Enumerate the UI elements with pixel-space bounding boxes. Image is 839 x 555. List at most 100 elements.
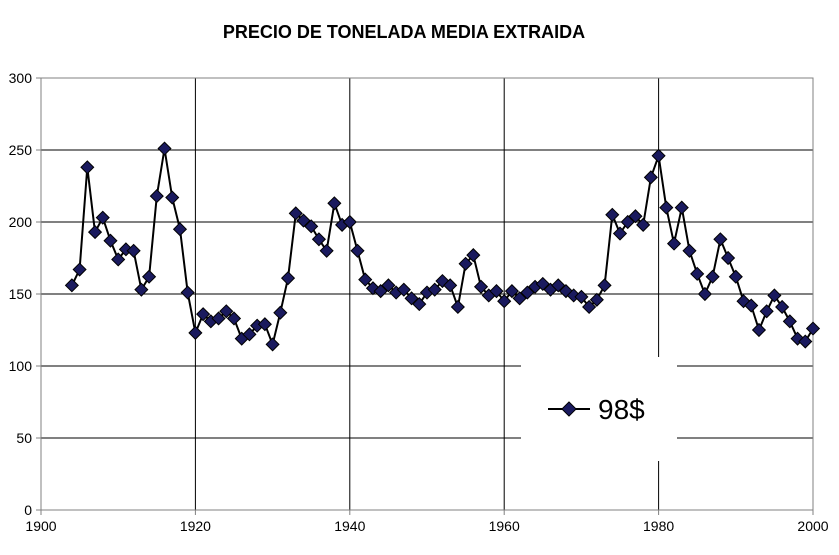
plot-frame bbox=[40, 77, 814, 511]
data-point-marker bbox=[304, 219, 319, 234]
data-point-marker bbox=[759, 304, 774, 319]
legend-label: 98$ bbox=[598, 394, 645, 425]
legend-marker bbox=[561, 401, 577, 417]
data-point-marker bbox=[72, 262, 87, 277]
data-point-marker bbox=[180, 285, 195, 300]
data-point-marker bbox=[157, 141, 172, 156]
data-point-marker bbox=[651, 148, 666, 163]
data-point-marker bbox=[666, 236, 682, 251]
data-point-marker bbox=[713, 232, 728, 247]
data-point-marker bbox=[705, 269, 720, 284]
data-point-marker bbox=[172, 222, 188, 237]
data-point-marker bbox=[134, 282, 149, 297]
data-point-marker bbox=[751, 322, 767, 338]
data-point-marker bbox=[497, 294, 512, 309]
data-point-marker bbox=[211, 311, 226, 326]
x-tick-label: 1940 bbox=[334, 518, 365, 534]
data-point-marker bbox=[458, 256, 473, 271]
data-point-marker bbox=[443, 278, 458, 293]
y-tick-label: 100 bbox=[9, 358, 33, 374]
data-point-marker bbox=[280, 271, 296, 286]
data-point-marker bbox=[450, 299, 465, 315]
data-point-marker bbox=[311, 232, 326, 247]
data-point-marker bbox=[196, 307, 211, 322]
data-point-marker bbox=[226, 311, 242, 326]
data-point-marker bbox=[582, 299, 597, 315]
data-point-marker bbox=[149, 189, 164, 204]
x-tick-label: 1980 bbox=[643, 518, 674, 534]
data-point-marker bbox=[728, 269, 743, 284]
data-point-marker bbox=[404, 291, 419, 306]
data-point-marker bbox=[589, 292, 604, 307]
data-point-marker bbox=[242, 327, 257, 342]
data-point-marker bbox=[64, 278, 79, 293]
data-point-marker bbox=[273, 305, 288, 320]
series-line bbox=[70, 147, 814, 346]
data-point-marker bbox=[466, 248, 481, 263]
data-point-marker bbox=[659, 200, 674, 215]
data-point-marker bbox=[643, 170, 658, 185]
y-tick-label: 300 bbox=[9, 70, 33, 86]
data-point-marker bbox=[697, 286, 712, 302]
data-point-marker bbox=[319, 243, 334, 258]
tick-labels: 0 50 100 150 200 250 300 1900 1920 1940 1960 1980 20… bbox=[9, 70, 829, 534]
data-point-marker bbox=[188, 325, 203, 340]
data-point-marker bbox=[767, 288, 782, 303]
x-tick-label: 1960 bbox=[489, 518, 520, 534]
data-point-marker bbox=[520, 285, 535, 300]
data-point-marker bbox=[342, 214, 357, 230]
data-point-marker bbox=[95, 210, 110, 225]
y-tick-label: 150 bbox=[9, 286, 33, 302]
data-point-marker bbox=[111, 252, 126, 267]
data-point-marker bbox=[427, 282, 442, 297]
data-point-marker bbox=[80, 160, 95, 175]
data-point-marker bbox=[412, 297, 427, 312]
data-point-marker bbox=[636, 217, 651, 232]
x-tick-label: 1920 bbox=[180, 518, 211, 534]
data-point-marker bbox=[574, 289, 589, 304]
data-point-marker bbox=[265, 337, 280, 352]
data-point-marker bbox=[87, 225, 103, 240]
data-point-marker bbox=[605, 207, 620, 222]
x-tick-label: 1900 bbox=[25, 518, 56, 534]
data-point-marker bbox=[721, 250, 736, 266]
data-point-marker bbox=[296, 213, 311, 228]
data-point-marker bbox=[504, 284, 519, 299]
data-point-marker bbox=[597, 278, 612, 293]
data-point-marker bbox=[396, 282, 411, 297]
data-point-marker bbox=[103, 233, 118, 248]
data-point-marker bbox=[512, 291, 527, 306]
data-point-marker bbox=[674, 200, 689, 215]
data-point-marker bbox=[744, 298, 759, 313]
data-point-marker bbox=[798, 334, 813, 349]
chart-title: PRECIO DE TONELADA MEDIA EXTRAIDA bbox=[223, 22, 585, 42]
legend-box bbox=[521, 357, 677, 461]
data-point-marker bbox=[620, 214, 635, 230]
data-point-marker bbox=[257, 317, 272, 332]
y-tick-label: 200 bbox=[9, 214, 33, 230]
data-point-marker bbox=[489, 284, 504, 299]
data-point-marker bbox=[782, 314, 797, 329]
legend: 98$ bbox=[521, 357, 677, 461]
y-tick-label: 250 bbox=[9, 142, 33, 158]
data-point-marker bbox=[690, 266, 705, 281]
data-point-marker bbox=[165, 190, 180, 205]
data-point-marker bbox=[551, 278, 566, 293]
y-tick-label: 0 bbox=[24, 502, 32, 518]
data-point-marker bbox=[682, 243, 697, 258]
data-point-marker bbox=[358, 272, 373, 287]
data-point-marker bbox=[628, 209, 643, 224]
data-point-marker bbox=[775, 299, 790, 315]
y-tick-label: 50 bbox=[16, 430, 32, 446]
data-point-marker bbox=[805, 321, 821, 336]
data-point-marker bbox=[350, 243, 365, 258]
data-point-marker bbox=[142, 269, 157, 284]
series-group bbox=[64, 141, 821, 352]
data-point-marker bbox=[288, 206, 303, 221]
data-point-marker bbox=[381, 278, 396, 293]
data-point-marker bbox=[373, 284, 388, 299]
data-point-marker bbox=[219, 304, 234, 319]
data-point-marker bbox=[126, 243, 141, 258]
data-point-marker bbox=[612, 226, 628, 241]
